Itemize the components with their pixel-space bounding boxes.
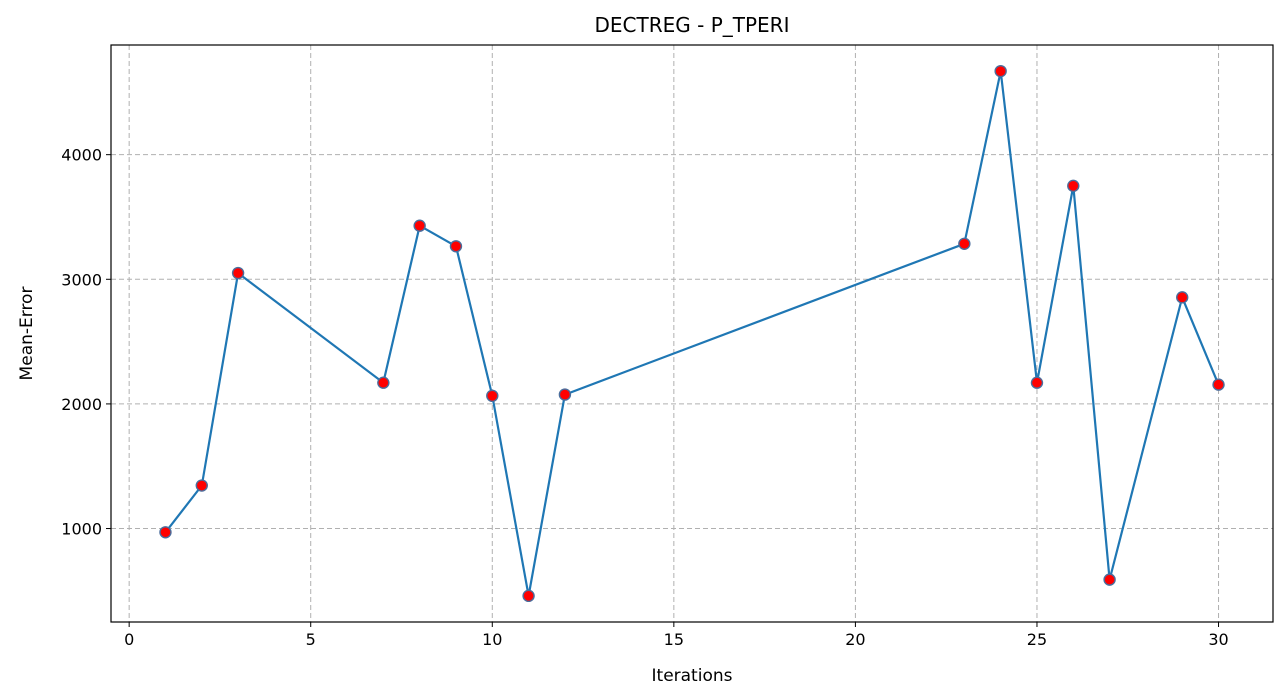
y-tick-label: 3000 [61, 270, 102, 289]
y-tick-label: 4000 [61, 146, 102, 165]
data-point [449, 240, 463, 253]
x-tick-label: 0 [124, 630, 134, 649]
data-point [1030, 376, 1044, 389]
y-tick-label: 1000 [61, 520, 102, 539]
x-tick-label: 10 [482, 630, 502, 649]
data-point [231, 266, 245, 280]
grid [111, 45, 1273, 622]
x-axis-label: Iterations [652, 666, 733, 686]
x-tick-label: 30 [1208, 630, 1228, 649]
data-point [1212, 378, 1225, 391]
data-point [522, 589, 535, 603]
y-axis-label: Mean-Error [17, 287, 37, 381]
x-tick-label: 25 [1027, 630, 1047, 649]
data-point [413, 219, 426, 232]
chart-title: DECTREG - P_TPERI [595, 13, 790, 37]
axis-ticks: 0 5 10 15 20 25 30 1000 2000 3000 4000 [61, 146, 1228, 649]
x-tick-label: 5 [306, 630, 316, 649]
data-point [558, 388, 572, 401]
data-series [159, 64, 1225, 603]
data-point [195, 479, 208, 492]
data-point [1103, 573, 1116, 586]
plot-frame [110, 44, 1274, 623]
x-tick-label: 15 [664, 630, 684, 649]
x-tick-label: 20 [845, 630, 865, 649]
data-point [994, 64, 1007, 78]
data-point [159, 526, 172, 539]
data-point [377, 376, 390, 389]
data-point [958, 237, 971, 250]
series-line [164, 70, 1220, 597]
data-point [486, 389, 499, 403]
y-tick-label: 2000 [61, 395, 102, 414]
data-point [1067, 179, 1080, 193]
data-point [1176, 291, 1189, 304]
